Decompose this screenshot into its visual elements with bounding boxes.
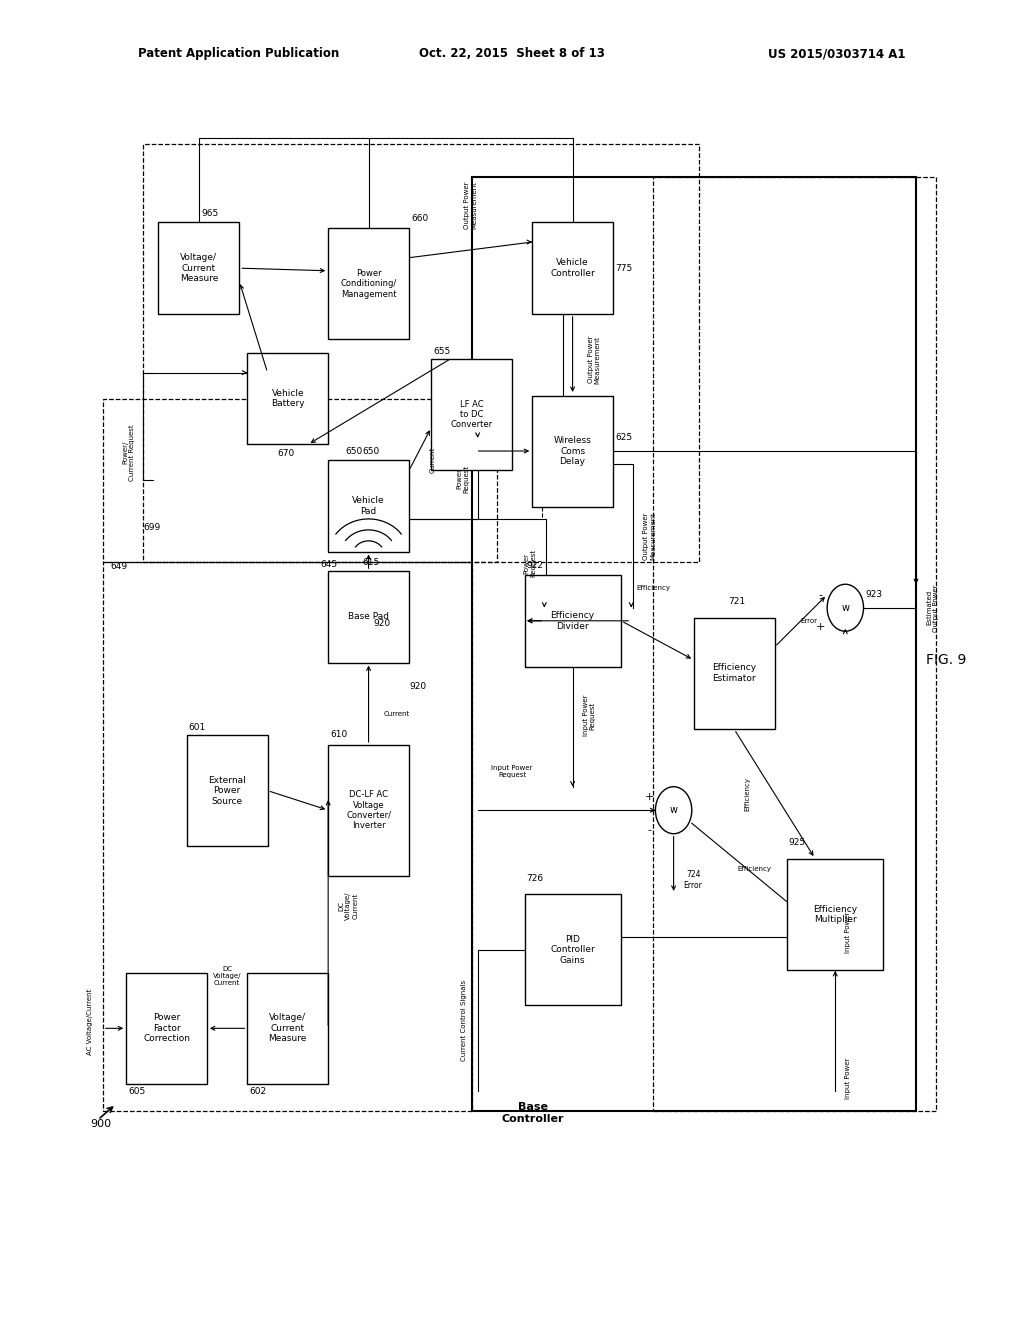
Text: 605: 605 xyxy=(128,1086,145,1096)
Text: Output Power
Measurement: Output Power Measurement xyxy=(464,182,477,230)
Text: Current: Current xyxy=(384,710,410,717)
Text: US 2015/0303714 A1: US 2015/0303714 A1 xyxy=(768,48,906,61)
Text: Output Power
Measurement: Output Power Measurement xyxy=(643,512,656,560)
Text: Power
Conditioning/
Management: Power Conditioning/ Management xyxy=(340,269,396,298)
Text: Estimated
Output Power: Estimated Output Power xyxy=(926,583,939,631)
Text: Input Power
Request: Input Power Request xyxy=(492,764,532,777)
Text: 601: 601 xyxy=(188,723,206,733)
Text: PID
Controller
Gains: PID Controller Gains xyxy=(550,935,595,965)
Text: 670: 670 xyxy=(278,449,295,458)
Text: 726: 726 xyxy=(526,874,544,883)
Text: 602: 602 xyxy=(250,1086,266,1096)
Text: w: w xyxy=(670,805,678,816)
Text: 615: 615 xyxy=(362,557,380,566)
Text: 649: 649 xyxy=(110,562,127,572)
Text: 645: 645 xyxy=(321,560,337,569)
Bar xyxy=(186,735,267,846)
Text: +: + xyxy=(645,792,654,803)
Bar xyxy=(328,572,409,663)
Text: Power
Request: Power Request xyxy=(523,549,537,577)
Text: Input Power
Request: Input Power Request xyxy=(583,694,596,737)
Text: Oct. 22, 2015  Sheet 8 of 13: Oct. 22, 2015 Sheet 8 of 13 xyxy=(419,48,605,61)
Bar xyxy=(102,399,497,562)
Text: 920: 920 xyxy=(409,682,426,692)
Text: Efficiency: Efficiency xyxy=(744,777,751,810)
Text: 965: 965 xyxy=(201,209,218,218)
Text: External
Power
Source: External Power Source xyxy=(208,776,246,805)
Bar xyxy=(143,144,698,562)
Text: Efficiency: Efficiency xyxy=(737,866,771,873)
Text: Voltage/
Current
Measure: Voltage/ Current Measure xyxy=(268,1014,307,1043)
Text: Current: Current xyxy=(429,447,435,474)
Text: Efficiency
Divider: Efficiency Divider xyxy=(551,611,595,631)
Text: Current Control Signals: Current Control Signals xyxy=(461,979,467,1061)
Text: 922: 922 xyxy=(526,561,543,570)
Bar xyxy=(248,352,328,445)
Circle shape xyxy=(827,585,863,631)
Text: LF AC
to DC
Converter: LF AC to DC Converter xyxy=(451,400,493,429)
Text: -: - xyxy=(818,590,822,599)
Text: Power
Factor
Correction: Power Factor Correction xyxy=(143,1014,190,1043)
Bar xyxy=(126,973,207,1084)
Bar xyxy=(532,223,613,314)
Bar xyxy=(248,973,328,1084)
Text: 650: 650 xyxy=(345,446,362,455)
Bar xyxy=(694,618,774,729)
Text: w: w xyxy=(842,603,849,612)
Text: +: + xyxy=(815,622,824,632)
Text: Vehicle
Controller: Vehicle Controller xyxy=(550,259,595,279)
Text: Efficiency
Multiplier: Efficiency Multiplier xyxy=(813,906,857,924)
Text: 923: 923 xyxy=(865,590,883,599)
Text: Input Power: Input Power xyxy=(846,912,851,953)
Text: 650: 650 xyxy=(362,446,380,455)
Bar xyxy=(653,177,936,1110)
Text: DC
Voltage/
Current: DC Voltage/ Current xyxy=(213,966,242,986)
Text: Voltage/
Current
Measure: Voltage/ Current Measure xyxy=(179,253,218,282)
Text: 625: 625 xyxy=(615,433,632,442)
Text: Power
Request: Power Request xyxy=(457,465,470,492)
Bar xyxy=(472,177,916,1110)
Text: 920: 920 xyxy=(374,619,391,628)
Bar xyxy=(102,562,472,1110)
Text: 610: 610 xyxy=(330,730,347,739)
Text: Efficiency
Estimator: Efficiency Estimator xyxy=(712,664,757,682)
Bar xyxy=(328,228,409,339)
Text: DC
Voltage/
Current: DC Voltage/ Current xyxy=(338,892,358,920)
Text: Wireless
Coms
Delay: Wireless Coms Delay xyxy=(554,436,592,466)
Text: AC Voltage/Current: AC Voltage/Current xyxy=(87,989,93,1055)
Text: FIG. 9: FIG. 9 xyxy=(926,653,967,667)
Text: Base
Controller: Base Controller xyxy=(502,1102,564,1123)
Text: Power/
Current Request: Power/ Current Request xyxy=(122,424,135,480)
Text: Patent Application Publication: Patent Application Publication xyxy=(138,48,340,61)
Bar xyxy=(159,223,240,314)
Text: -: - xyxy=(647,825,651,834)
Text: 925: 925 xyxy=(788,838,806,847)
Text: Vehicle
Pad: Vehicle Pad xyxy=(352,496,385,516)
Text: Output Power
Measurement: Output Power Measurement xyxy=(588,335,601,384)
Text: 900: 900 xyxy=(90,1118,111,1129)
Text: 699: 699 xyxy=(143,523,161,532)
Text: DC-LF AC
Voltage
Converter/
Inverter: DC-LF AC Voltage Converter/ Inverter xyxy=(346,791,391,830)
Bar xyxy=(787,859,884,970)
Text: 724
Error: 724 Error xyxy=(684,870,702,890)
Bar xyxy=(328,744,409,875)
Circle shape xyxy=(655,787,692,834)
Text: 775: 775 xyxy=(615,264,632,273)
Text: Base Pad: Base Pad xyxy=(348,612,389,622)
Bar xyxy=(524,895,621,1006)
Text: 660: 660 xyxy=(411,214,428,223)
Bar xyxy=(532,396,613,507)
Bar xyxy=(524,576,621,667)
Text: 721: 721 xyxy=(728,597,745,606)
Text: Error: Error xyxy=(800,618,817,624)
Bar xyxy=(328,461,409,552)
Bar xyxy=(431,359,512,470)
Text: Input Power: Input Power xyxy=(846,1057,851,1098)
Text: Vehicle
Battery: Vehicle Battery xyxy=(271,389,304,408)
Text: 655: 655 xyxy=(433,347,451,356)
Text: Efficiency: Efficiency xyxy=(636,585,671,591)
